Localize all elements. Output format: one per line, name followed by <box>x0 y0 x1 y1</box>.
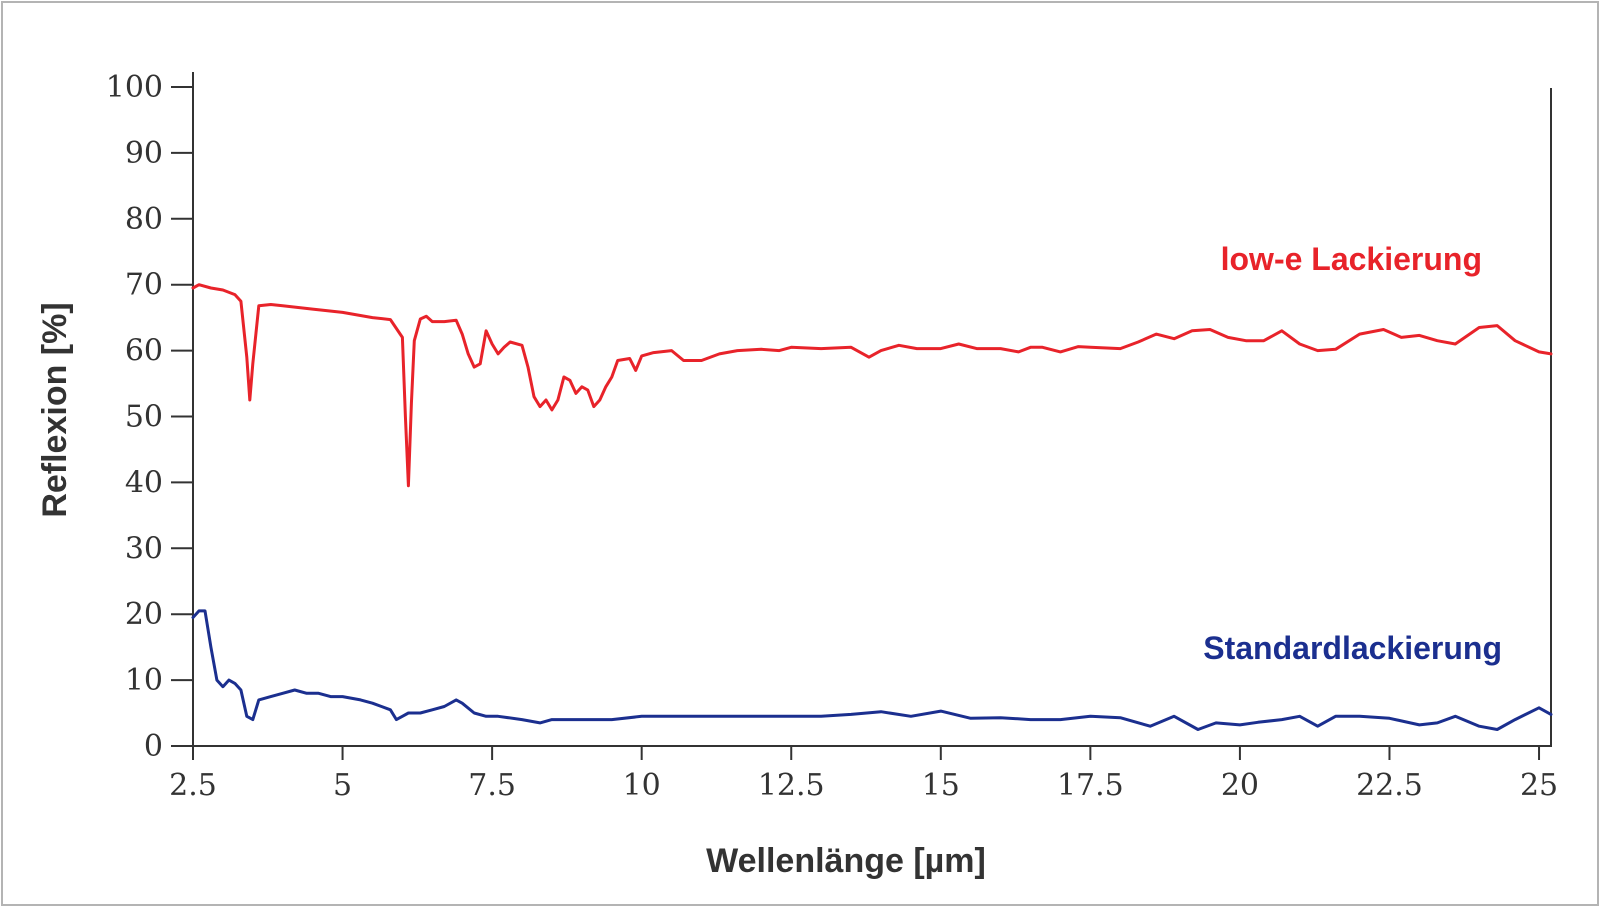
y-tick-label: 90 <box>125 136 163 171</box>
x-tick-label: 12.5 <box>758 768 825 803</box>
x-tick-label: 17.5 <box>1057 768 1124 803</box>
series-lines <box>191 283 1553 731</box>
y-tick-label: 70 <box>125 268 163 303</box>
y-tick-label: 0 <box>144 729 163 764</box>
x-axis-title: Wellenlänge [µm] <box>706 842 986 880</box>
ticks: 0 10 20 30 40 50 60 70 80 90 100 2.5 5 7.5 10 12.5 15 17.… <box>106 70 1558 803</box>
series-line-0 <box>191 283 1553 488</box>
x-tick-label: 22.5 <box>1356 768 1423 803</box>
x-tick-label: 10 <box>623 768 661 803</box>
axes <box>192 72 1552 747</box>
y-tick-label: 40 <box>125 465 163 500</box>
x-tick-label: 20 <box>1221 768 1259 803</box>
y-tick-label: 80 <box>125 202 163 237</box>
x-tick-label: 5 <box>333 768 352 803</box>
x-tick-label: 15 <box>922 768 960 803</box>
y-tick-label: 20 <box>125 597 163 632</box>
y-tick-label: 100 <box>106 70 163 105</box>
series-label-low-e: low-e Lackierung <box>1221 241 1482 277</box>
x-tick-label: 2.5 <box>169 768 217 803</box>
series-line-1 <box>191 609 1553 731</box>
y-tick-label: 50 <box>125 400 163 435</box>
series-label-standard: Standardlackierung <box>1203 630 1502 666</box>
y-tick-label: 10 <box>125 663 163 698</box>
y-tick-label: 60 <box>125 334 163 369</box>
x-tick-label: 25 <box>1520 768 1558 803</box>
x-tick-label: 7.5 <box>468 768 516 803</box>
y-tick-label: 30 <box>125 531 163 566</box>
y-axis-title: Reflexion [%] <box>36 302 74 517</box>
